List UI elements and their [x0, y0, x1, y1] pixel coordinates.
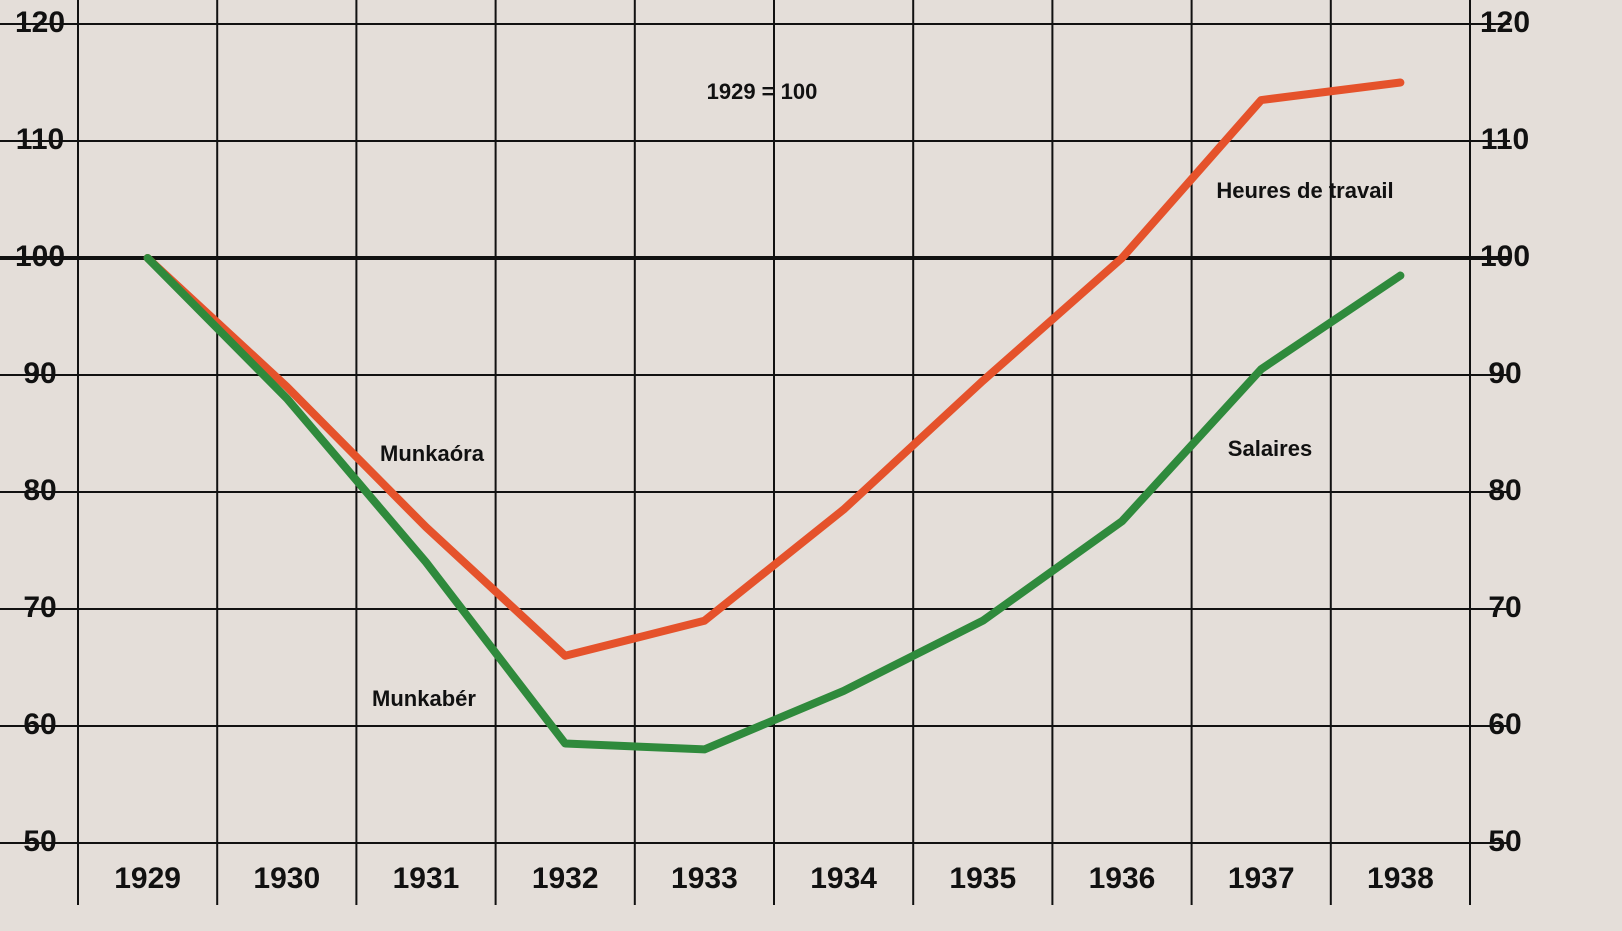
x-tick-label: 1938 — [1367, 862, 1434, 895]
y-tick-label-right: 110 — [1481, 123, 1529, 156]
x-tick-label: 1937 — [1228, 862, 1295, 895]
y-tick-label-right: 80 — [1488, 474, 1521, 507]
y-tick-label-right: 90 — [1488, 357, 1521, 390]
x-tick-label: 1932 — [532, 862, 599, 895]
x-tick-label: 1931 — [393, 862, 460, 895]
x-tick-label: 1936 — [1089, 862, 1156, 895]
y-tick-label-right: 100 — [1480, 240, 1530, 273]
annotation: Salaires — [1228, 436, 1312, 461]
y-tick-label: 80 — [23, 474, 56, 507]
x-tick-label: 1935 — [949, 862, 1016, 895]
y-tick-label-right: 120 — [1480, 6, 1530, 39]
series-line — [143, 78, 1405, 660]
y-tick-label: 120 — [15, 6, 65, 39]
x-tick-label: 1934 — [810, 862, 877, 895]
y-tick-label: 50 — [23, 825, 56, 858]
y-tick-label: 70 — [23, 591, 56, 624]
y-tick-label-right: 60 — [1488, 708, 1521, 741]
annotation: 1929 = 100 — [707, 79, 818, 104]
x-tick-label: 1930 — [253, 862, 320, 895]
y-tick-label-right: 70 — [1488, 591, 1521, 624]
y-tick-label: 90 — [23, 357, 56, 390]
y-tick-label-right: 50 — [1488, 825, 1521, 858]
series-label: Munkaóra — [380, 441, 485, 466]
x-tick-label: 1933 — [671, 862, 738, 895]
x-tick-label: 1929 — [114, 862, 181, 895]
series-line — [143, 254, 1405, 754]
y-tick-label: 110 — [16, 123, 64, 156]
y-tick-label: 100 — [15, 240, 65, 273]
series-label: Munkabér — [372, 686, 476, 711]
annotation: Heures de travail — [1216, 178, 1393, 203]
y-tick-label: 60 — [23, 708, 56, 741]
